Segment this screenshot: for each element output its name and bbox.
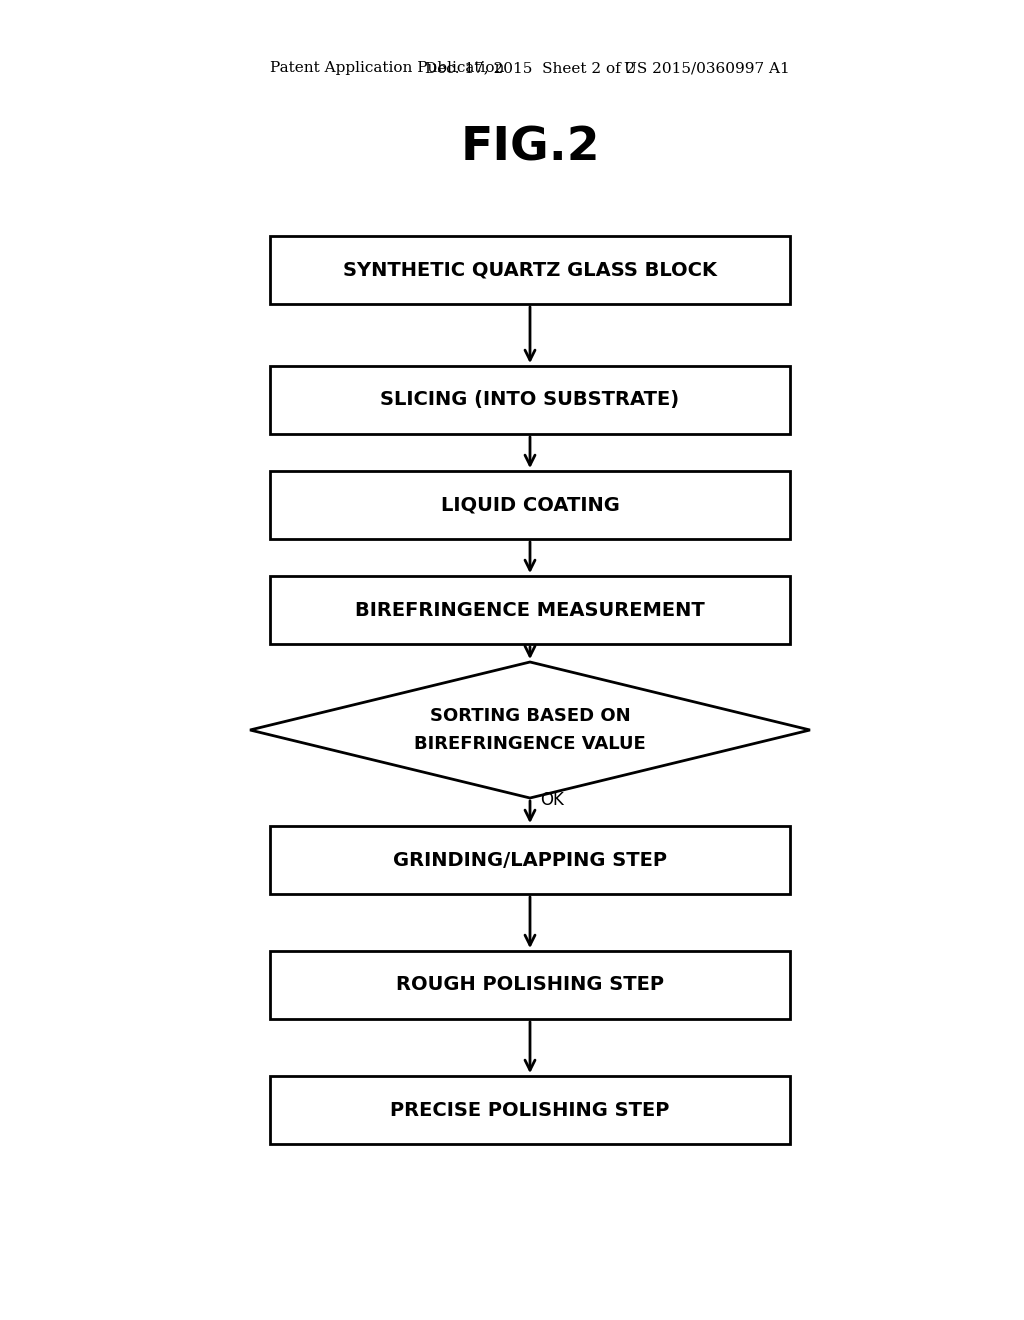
Text: OK: OK	[540, 791, 564, 809]
Bar	[270, 236, 790, 304]
Text: Dec. 17, 2015  Sheet 2 of 2: Dec. 17, 2015 Sheet 2 of 2	[425, 61, 635, 75]
Text: FIG.2: FIG.2	[460, 125, 600, 170]
Text: ROUGH POLISHING STEP: ROUGH POLISHING STEP	[396, 975, 664, 994]
Bar	[270, 950, 790, 1019]
Text: LIQUID COATING: LIQUID COATING	[440, 495, 620, 515]
Text: US 2015/0360997 A1: US 2015/0360997 A1	[625, 61, 790, 75]
Bar	[270, 826, 790, 894]
Text: PRECISE POLISHING STEP: PRECISE POLISHING STEP	[390, 1101, 670, 1119]
Polygon shape	[250, 663, 810, 799]
Bar	[270, 1076, 790, 1144]
Bar	[270, 471, 790, 539]
Text: SORTING BASED ON: SORTING BASED ON	[430, 708, 631, 725]
Text: SLICING (INTO SUBSTRATE): SLICING (INTO SUBSTRATE)	[381, 391, 680, 409]
Text: GRINDING/LAPPING STEP: GRINDING/LAPPING STEP	[393, 850, 667, 870]
Text: SYNTHETIC QUARTZ GLASS BLOCK: SYNTHETIC QUARTZ GLASS BLOCK	[343, 260, 717, 280]
Text: BIREFRINGENCE MEASUREMENT: BIREFRINGENCE MEASUREMENT	[355, 601, 705, 619]
Text: Patent Application Publication: Patent Application Publication	[270, 61, 505, 75]
Bar	[270, 576, 790, 644]
Bar	[270, 366, 790, 434]
Text: BIREFRINGENCE VALUE: BIREFRINGENCE VALUE	[414, 735, 646, 752]
